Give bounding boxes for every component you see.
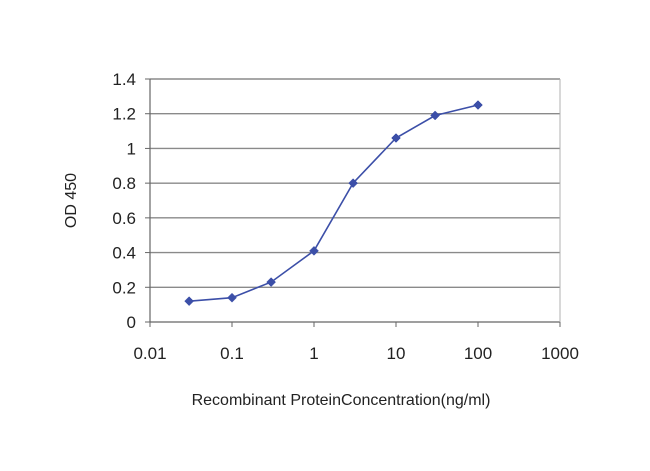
series-layer	[184, 100, 483, 307]
data-point	[227, 292, 237, 303]
x-tick-label: 1	[309, 344, 318, 363]
y-tick-label: 1.4	[112, 70, 136, 89]
data-point	[266, 277, 276, 287]
y-tick-label: 1.2	[112, 105, 136, 124]
series-line	[189, 104, 479, 302]
y-tick-label: 0.2	[112, 278, 136, 297]
tick-labels: 0 0.2 0.4 0.6 0.8 1 1.2 1.4 0.01 0.1 1 10 100 1000	[112, 70, 579, 363]
gridlines	[150, 78, 560, 288]
x-axis-title: Recombinant ProteinConcentration(ng/ml)	[192, 392, 491, 409]
axes	[145, 78, 561, 327]
data-point	[473, 100, 483, 110]
x-tick-label: 0.1	[220, 344, 244, 363]
y-axis-title: OD 450	[63, 173, 80, 228]
plot-area	[150, 79, 560, 322]
x-tick-label: 100	[464, 344, 492, 363]
x-tick-label: 0.01	[133, 344, 166, 363]
y-tick-label: 0.4	[112, 244, 136, 263]
y-tick-label: 1	[127, 139, 136, 158]
data-point	[391, 133, 401, 143]
data-point	[184, 296, 194, 307]
x-tick-label: 10	[387, 344, 406, 363]
data-point	[430, 110, 440, 121]
y-tick-label: 0.6	[112, 209, 136, 228]
y-tick-label: 0.8	[112, 174, 136, 193]
y-tick-label: 0	[127, 313, 136, 332]
data-point	[348, 178, 358, 188]
x-tick-label: 1000	[541, 344, 579, 363]
data-point	[309, 245, 319, 256]
